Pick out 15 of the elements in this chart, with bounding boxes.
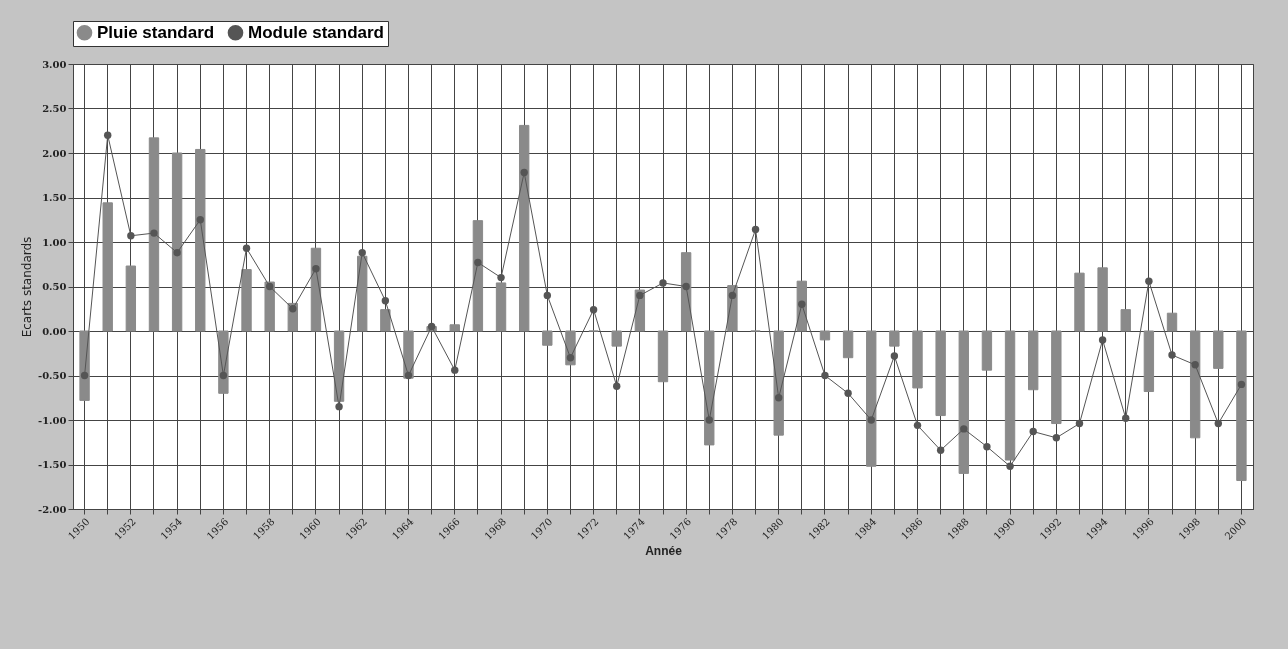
y-tick-label: -2.00 — [37, 503, 67, 515]
y-tick-label: 2.50 — [42, 103, 67, 114]
y-tick-label: -1.00 — [37, 414, 67, 426]
y-tick-label: 0.50 — [42, 281, 67, 292]
y-tick-label: -1.50 — [37, 459, 67, 470]
y-tick-label: 1.50 — [42, 192, 67, 203]
y-tick-label: 2.00 — [42, 147, 67, 159]
y-axis-title: Ecarts standards — [19, 236, 34, 338]
legend-label: Module standard — [248, 22, 385, 42]
x-axis-title: Année — [645, 543, 683, 558]
y-tick-label: 1.00 — [42, 236, 67, 248]
y-tick-label: 0.00 — [42, 325, 67, 337]
legend-label: Pluie standard — [97, 22, 215, 42]
y-tick-label: 3.00 — [42, 58, 67, 70]
y-tick-label: -0.50 — [37, 370, 67, 381]
